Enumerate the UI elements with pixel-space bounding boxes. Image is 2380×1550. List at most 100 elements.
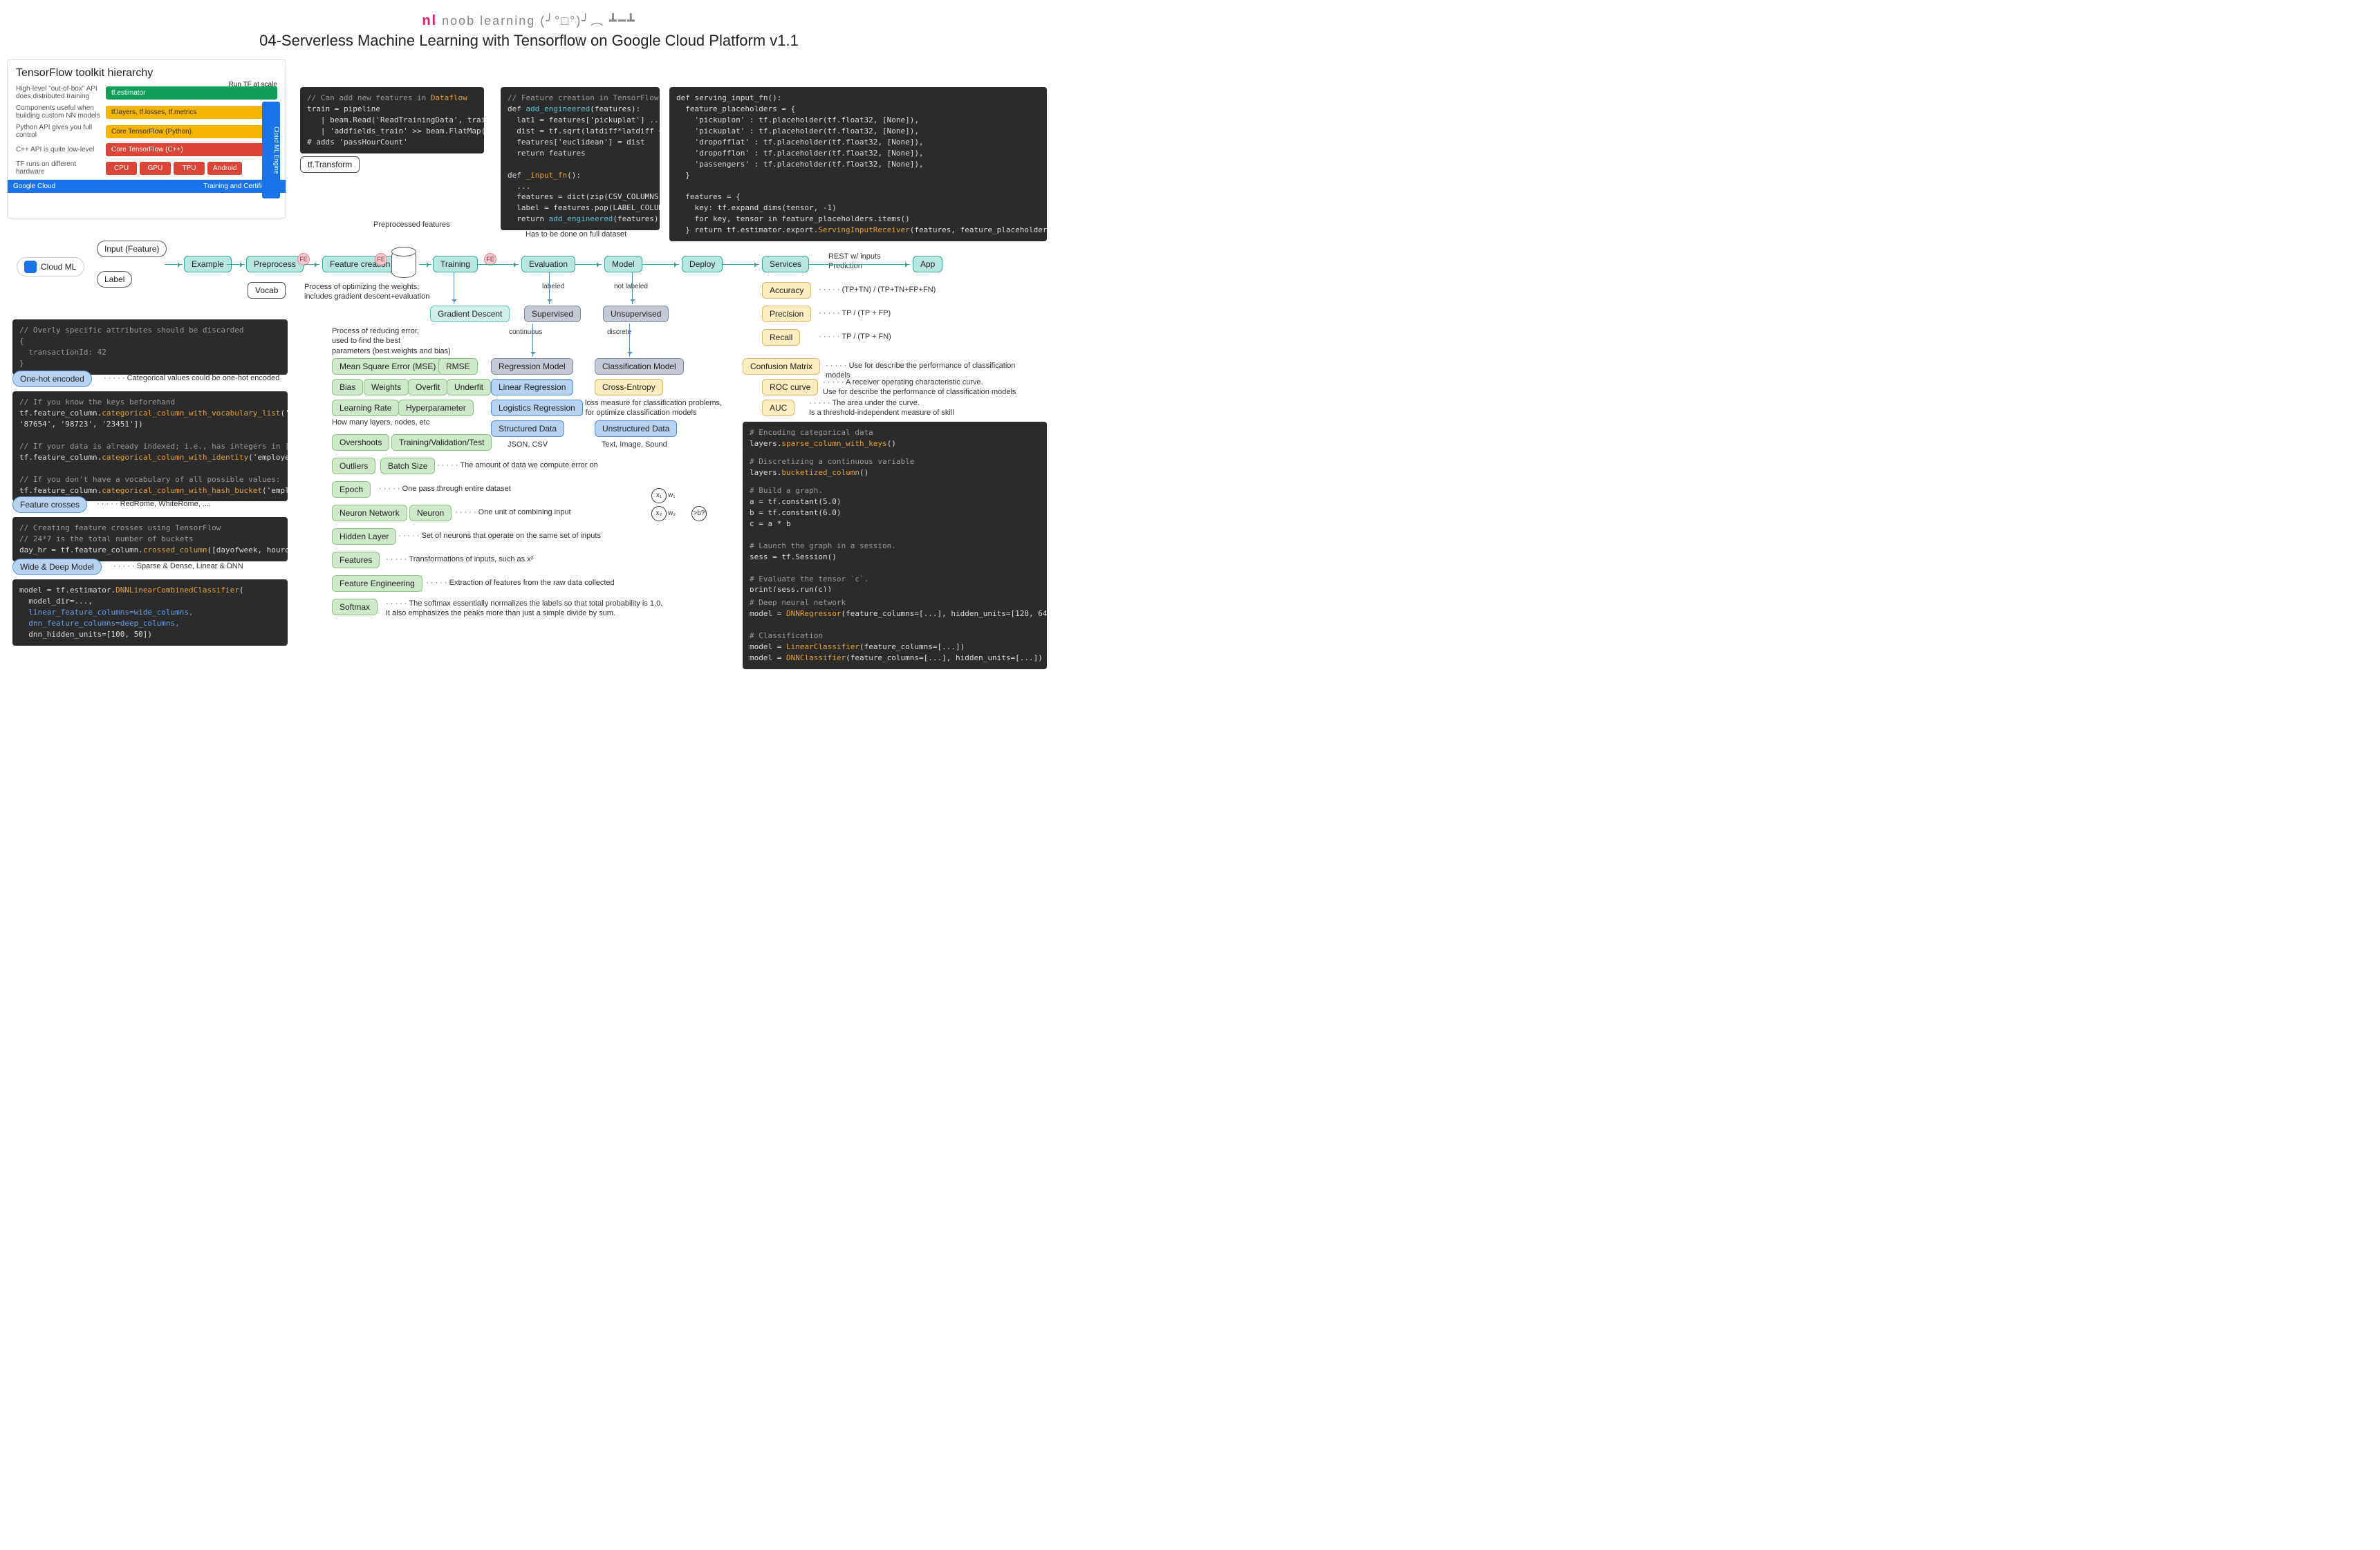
hp-note: How many layers, nodes, etc [332,418,429,427]
structured-data: Structured Data [491,420,564,437]
lr: Learning Rate [332,400,399,416]
page-title: 04-Serverless Machine Learning with Tens… [7,32,1051,50]
gd-node: Gradient Descent [430,306,510,322]
tf-hierarchy-panel: TensorFlow toolkit hierarchy Run TF at s… [7,59,286,218]
overfit: Overfit [408,379,447,395]
acc-note: (TP+TN) / (TP+TN+FP+FN) [819,285,936,295]
node-model: Model [604,256,642,272]
code-tf-eng: // Feature creation in TensorFlow also p… [501,87,660,230]
tvt: Training/Validation/Test [391,434,492,451]
tf-panel-title: TensorFlow toolkit hierarchy [16,67,277,80]
sd-note: JSON, CSV [508,440,548,449]
labeled-label: labeled [542,282,564,291]
feature-eng: Feature Engineering [332,575,422,592]
batch-size: Batch Size [380,458,435,474]
node-vocab: Vocab [248,282,286,299]
train-note: Process of optimizing the weights; inclu… [304,282,429,302]
fe-note: Extraction of features from the raw data… [426,578,615,588]
neuron-sketch: x₁w₁ x₂w₂ >b? [650,487,708,523]
feat-note: Transformations of inputs, such as x² [386,554,533,564]
discrete-label: discrete [607,328,631,337]
overshoots: Overshoots [332,434,389,451]
outliers: Outliers [332,458,375,474]
ud-note: Text, Image, Sound [602,440,667,449]
code-categorical: // If you know the keys beforehand tf.fe… [12,391,288,501]
gd-note: Process of reducing error, used to find … [332,326,451,356]
auc-note: The area under the curve. Is a threshold… [809,398,954,418]
eval-note: Is the model good enough? Has to be done… [526,220,626,240]
unstructured-data: Unstructured Data [595,420,677,437]
roc-curve: ROC curve [762,379,818,395]
wide-deep-note: Sparse & Dense, Linear & DNN [113,561,243,571]
input-node: Input (Feature) [97,241,167,257]
cloud-ml-chip: Cloud ML [17,257,84,277]
rest-note: REST w/ inputs Prediction [828,252,881,272]
softmax-note: The softmax essentially normalizes the l… [386,599,593,619]
code-discard: // Overly specific attributes should be … [12,319,288,375]
code-discretize: # Discretizing a continuous variable lay… [743,451,1047,484]
underfit: Underfit [447,379,491,395]
logo-text: noob learning (╯°□°)╯︵ ┻━┻ [442,14,636,28]
logo-prefix: nl [422,13,437,28]
feature-crosses-chip: Feature crosses [12,496,87,513]
diagram-canvas: TensorFlow toolkit hierarchy Run TF at s… [7,59,1051,695]
nn: Neuron Network [332,505,407,521]
rec-note: TP / (TP + FN) [819,332,891,342]
node-example: Example [184,256,232,272]
node-app: App [913,256,942,272]
node-tftransform: tf.Transform [300,156,360,173]
feature-crosses-note: RedRome, WhiteRome, .... [97,499,211,509]
fe-badge-2: FE [375,253,387,265]
confusion-matrix: Confusion Matrix [743,358,820,375]
hp: Hyperparameter [398,400,474,416]
continuous-label: continuous [509,328,542,337]
classification-model: Classification Model [595,358,684,375]
logistic-regression: Logistics Regression [491,400,583,416]
features: Features [332,552,380,568]
logo-line: nl noob learning (╯°□°)╯︵ ┻━┻ [7,11,1051,29]
page-header: nl noob learning (╯°□°)╯︵ ┻━┻ 04-Serverl… [7,11,1051,50]
label-node: Label [97,271,132,288]
code-serving: def serving_input_fn(): feature_placehol… [669,87,1047,241]
node-deploy: Deploy [682,256,723,272]
regression-model: Regression Model [491,358,573,375]
onehot-chip: One-hot encoded [12,371,92,387]
epoch: Epoch [332,481,371,498]
epoch-note: One pass through entire dataset [379,484,511,494]
roc-note: A receiver operating characteristic curv… [823,377,1016,398]
rmse: RMSE [438,358,478,375]
hl-note: Set of neurons that operate on the same … [398,531,601,541]
cross-entropy: Cross-Entropy [595,379,663,395]
code-crossed: // Creating feature crosses using Tensor… [12,517,288,561]
neuron: Neuron [409,505,452,521]
weights: Weights [364,379,409,395]
prefeat-label: Preprocessed features [373,220,450,230]
node-services: Services [762,256,809,272]
accuracy: Accuracy [762,282,811,299]
neuron-note: One unit of combining input [455,507,571,517]
precision: Precision [762,306,811,322]
cylinder-icon [391,250,416,278]
code-encoding: # Encoding categorical data layers.spars… [743,422,1047,455]
hidden-layer: Hidden Layer [332,528,396,545]
recall: Recall [762,329,800,346]
node-preprocess: Preprocess [246,256,304,272]
node-evaluation: Evaluation [521,256,575,272]
prec-note: TP / (TP + FP) [819,308,891,318]
code-dnn: # Deep neural network model = DNNRegress… [743,592,1047,669]
node-training: Training [433,256,478,272]
code-graph: # Build a graph. a = tf.constant(5.0) b … [743,480,1047,601]
linear-regression: Linear Regression [491,379,573,395]
cloud-icon [24,261,37,273]
auc: AUC [762,400,794,416]
softmax: Softmax [332,599,378,615]
cloud-ml-engine-col: Cloud ML Engine [262,102,280,198]
code-wide-deep: model = tf.estimator.DNNLinearCombinedCl… [12,579,288,646]
bias: Bias [332,379,363,395]
run-scale-label: Run TF at scale [229,81,277,88]
code-dataflow: // Can add new features in Dataflow trai… [300,87,484,153]
bs-note: The amount of data we compute error on [437,460,598,470]
ce-note: The loss measure for classification prob… [570,398,722,418]
supervised: Supervised [524,306,581,322]
mse: Mean Square Error (MSE) [332,358,443,375]
